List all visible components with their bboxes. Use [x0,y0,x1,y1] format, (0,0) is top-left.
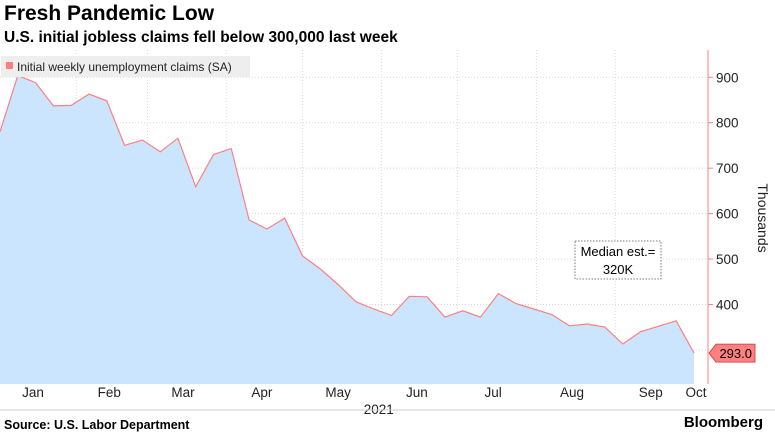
y-tick-label: 400 [716,297,739,312]
x-tick-label: Oct [685,385,706,400]
series-area-fill [0,75,694,385]
x-tick-label: Aug [560,385,584,400]
x-axis: Jan Feb Mar Apr May Jun Jul Aug Sep Oct [22,385,707,400]
legend: Initial weekly unemployment claims (SA) [1,56,250,77]
y-axis: 400 500 600 700 800 900 [708,70,739,312]
last-value-marker: 293.0 [708,343,756,363]
x-tick-label: Jan [22,385,44,400]
x-tick-label: Apr [251,385,273,400]
chart-title: Fresh Pandemic Low [4,2,215,25]
x-tick-label: Sep [639,385,663,400]
last-value-label: 293.0 [719,346,752,361]
y-tick-label: 900 [716,70,739,85]
x-tick-label: Mar [171,385,195,400]
y-tick-label: 700 [716,161,739,176]
legend-swatch [6,62,13,69]
y-tick-label: 600 [716,207,739,222]
annotation-label: Median est.= [581,244,656,259]
x-tick-label: Feb [98,385,121,400]
y-tick-label: 500 [716,252,739,267]
annotation-value: 320K [603,262,634,277]
annotation-box [574,240,662,280]
legend-background [1,56,250,77]
source-note: Source: U.S. Labor Department [4,418,190,432]
y-tick-label: 800 [716,116,739,131]
median-estimate-annotation: Median est.= 320K [574,240,662,280]
y-axis-title: Thousands [755,183,771,252]
x-tick-label: Jul [485,385,502,400]
last-value-tag [708,343,756,363]
chart-subtitle: U.S. initial jobless claims fell below 3… [4,29,398,46]
x-tick-label: May [325,385,351,400]
x-tick-label: Jun [406,385,428,400]
series-line [0,74,695,354]
bloomberg-logo: Bloomberg [683,414,763,431]
legend-label: Initial weekly unemployment claims (SA) [17,60,232,74]
